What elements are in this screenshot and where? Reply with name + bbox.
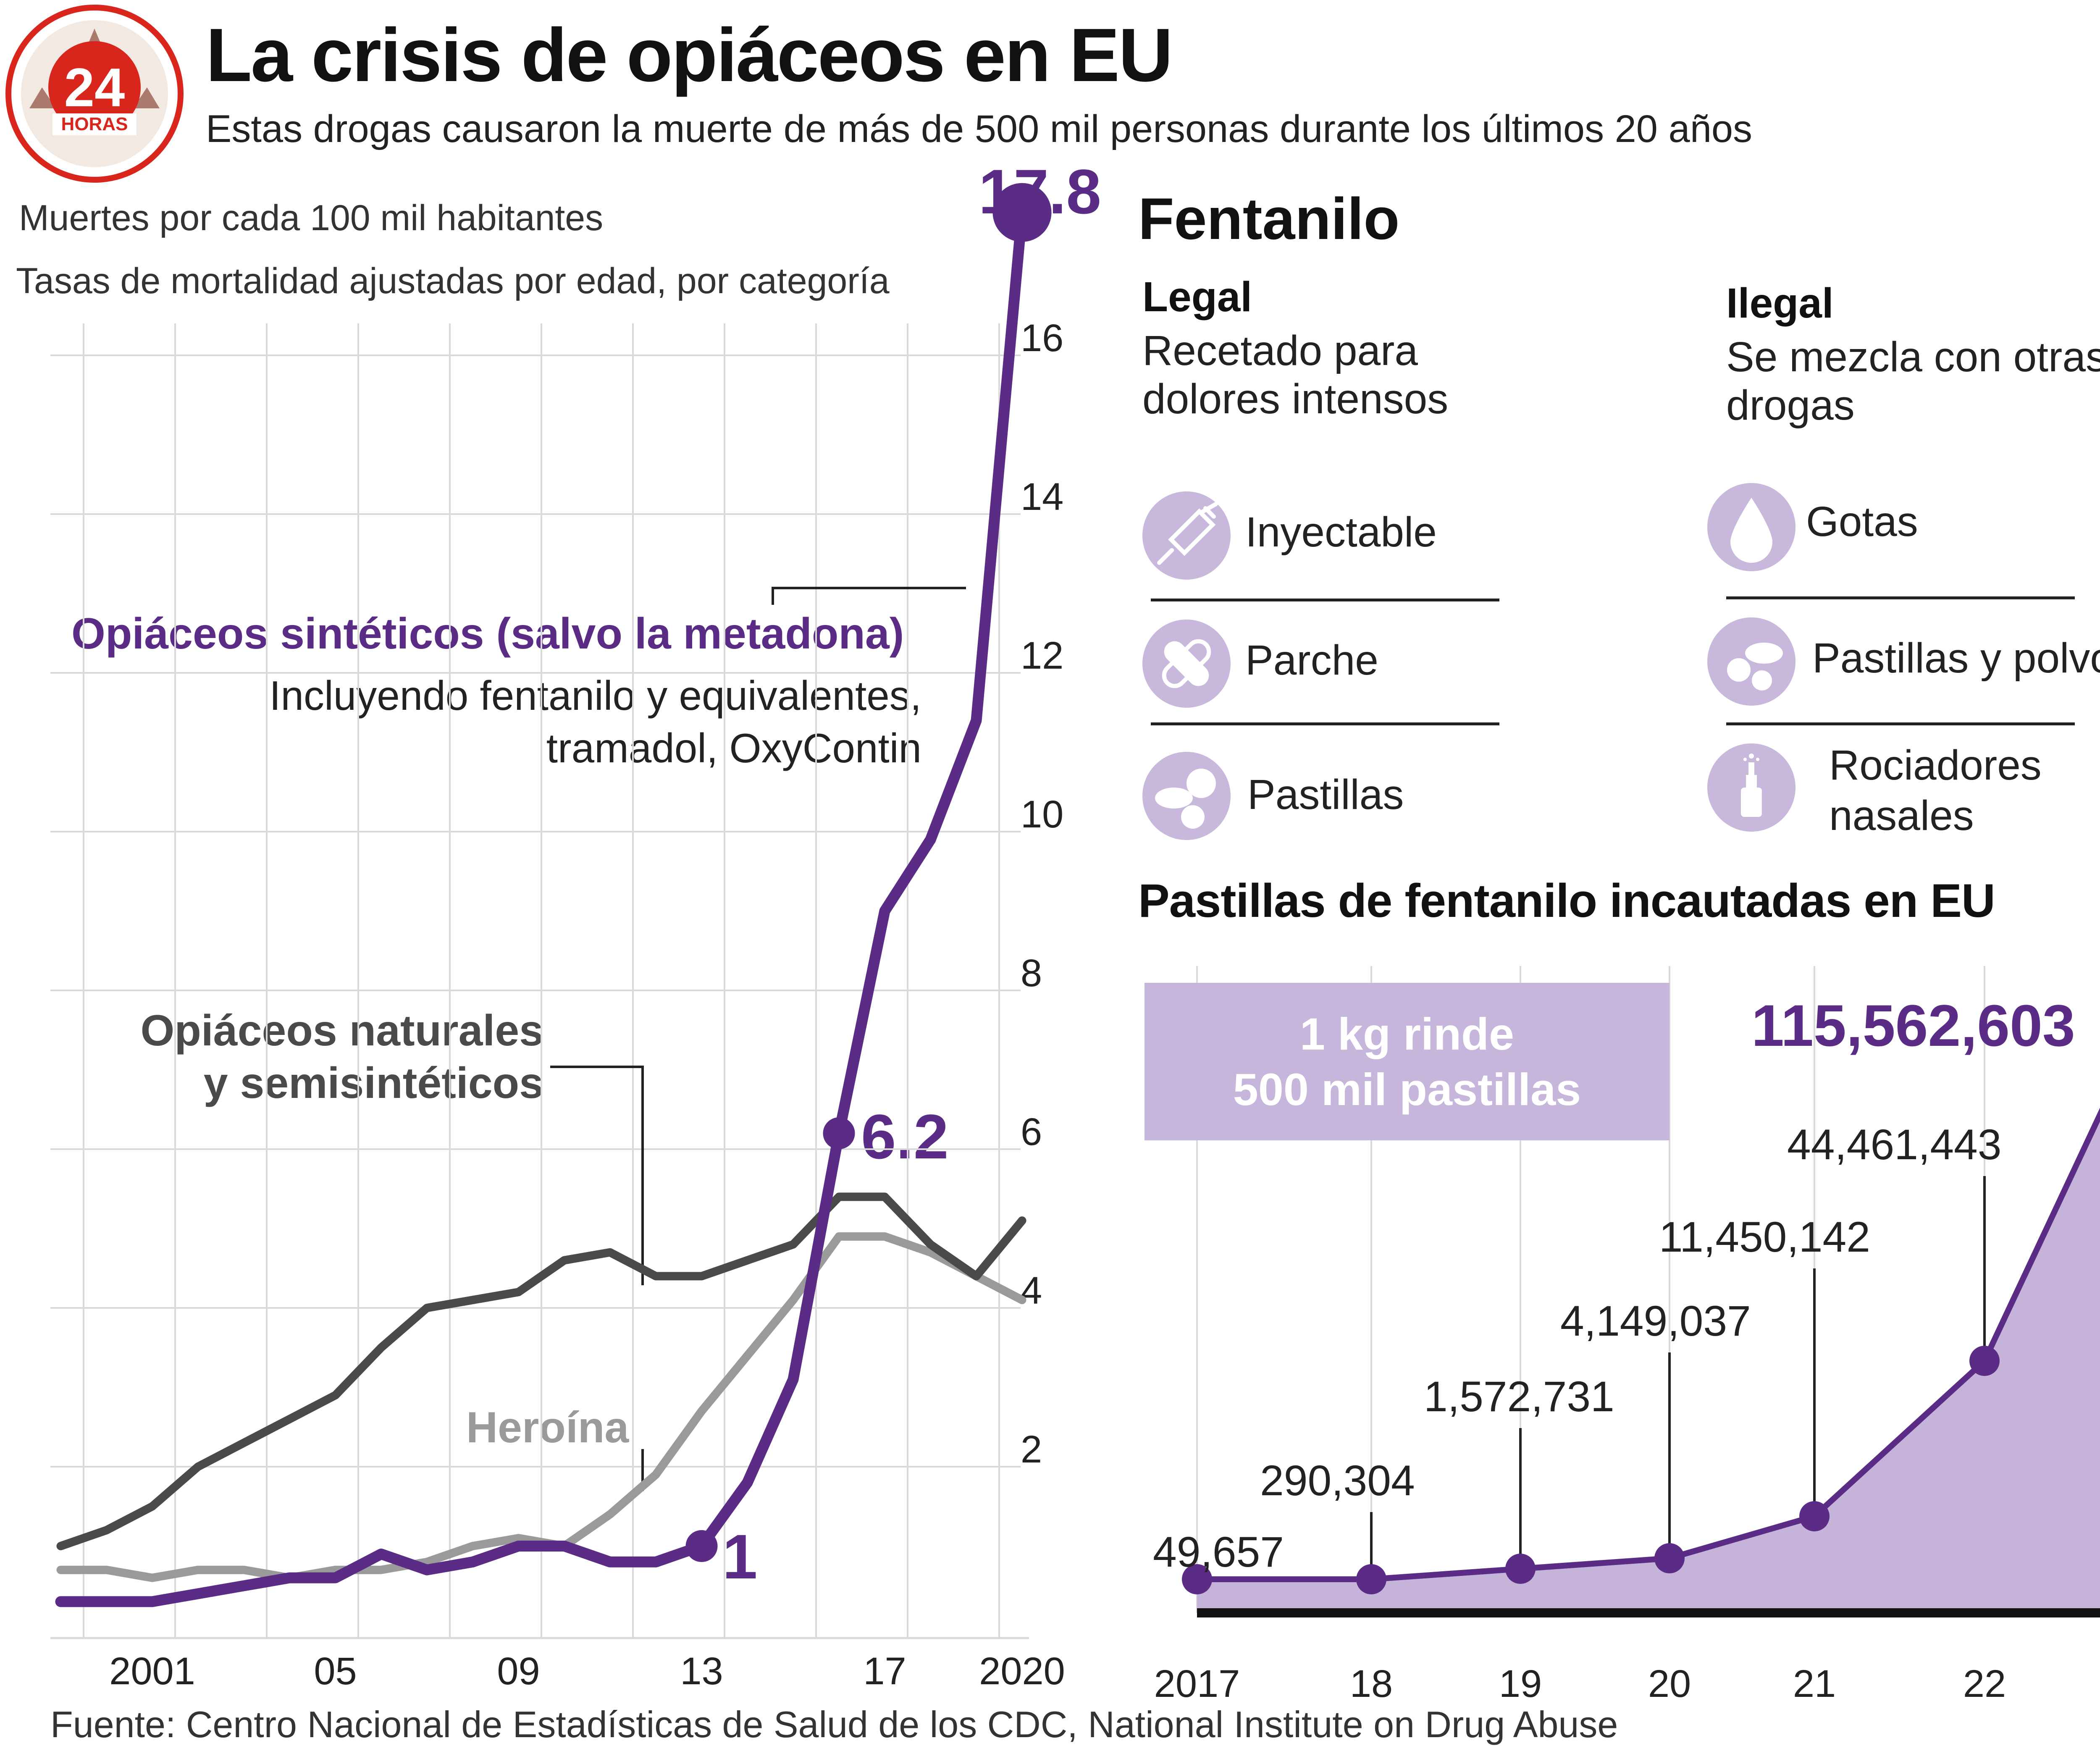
x-tick-label: 2017 [1154,1662,1240,1705]
heroin-series-label: Heroína [466,1403,629,1452]
conversion-note-line2: 500 mil pastillas [1233,1063,1581,1115]
synthetic-series-sub1: Incluyendo fentanilo y equivalentes, [269,672,921,719]
nasal-spray-icon [1707,743,1796,832]
data-points [1182,1346,2000,1594]
divider [1726,722,2075,725]
source-note: Fuente: Centro Nacional de Estadísticas … [50,1704,1618,1745]
highlight-point [685,1530,718,1562]
highlight-point [992,183,1052,242]
drop-icon [1707,483,1796,571]
x-tick-label: 19 [1499,1662,1542,1705]
x-tick-labels: 2017181920212223 [1154,1662,2006,1705]
y-tick-label: 8 [1021,952,1042,995]
x-tick-label: 05 [314,1650,357,1693]
opioid-deaths-line-chart: 2 4 6 8 10 12 14 16 2001 05 09 13 17 2020 [50,183,1065,1693]
value-label: 49,657 [1153,1528,1284,1576]
bandage-icon [1142,620,1231,708]
data-point [1356,1564,1386,1594]
divider [1151,722,1499,725]
data-point [1182,1564,1212,1594]
x-tick-label: 2020 [979,1650,1065,1693]
y-tick-label: 10 [1021,793,1063,836]
natural-series-label-1: Opiáceos naturales [140,1006,543,1055]
illegal-item-label: nasales [1829,792,1974,839]
x-tick-label: 17 [863,1650,906,1693]
synthetic-series-label: Opiáceos sintéticos (salvo la metadona) [71,609,904,658]
x-tick-label: 13 [680,1650,723,1693]
value-label: 115,562,603 [1751,992,2075,1058]
legal-desc-1: Recetado para [1142,327,1418,374]
legal-item-label: Parche [1245,637,1378,684]
value-label: 4,149,037 [1560,1297,1751,1345]
y-axis-label: Muertes por cada 100 mil habitantes [19,198,604,238]
logo-emblem: 24 HORAS [5,5,184,183]
callout-1: 1 [722,1521,758,1592]
page-subtitle: Estas drogas causaron la muerte de más d… [206,108,1753,150]
y-tick-label: 4 [1021,1269,1042,1312]
gridlines [50,323,1029,1639]
value-label: 11,450,142 [1659,1213,1870,1261]
x-tick-labels: 2001 05 09 13 17 2020 [109,1650,1065,1693]
pills-powder-icon [1707,617,1796,706]
logo-word: HORAS [61,114,128,134]
data-point [1969,1346,2000,1376]
highlight-points [685,183,1052,1562]
callout-leaders [550,587,966,1491]
syringe-icon [1142,491,1231,580]
fentanilo-title: Fentanilo [1138,186,1400,252]
x-tick-label: 22 [1963,1662,2006,1705]
y-tick-label: 16 [1021,317,1063,360]
y-tick-label: 2 [1021,1428,1042,1471]
natural-semisynthetic-line [56,1192,1026,1550]
data-point [1799,1501,1830,1531]
value-label: 290,304 [1260,1457,1415,1504]
y-tick-label: 14 [1021,475,1063,518]
label-leaders [1370,1176,1986,1579]
y-tick-labels: 2 4 6 8 10 12 14 16 [1021,317,1063,1471]
area-fill-shape [1197,1114,2100,1613]
x-tick-label: 20 [1648,1662,1691,1705]
page-title: La crisis de opiáceos en EU [206,13,1173,97]
data-point [1654,1543,1685,1573]
natural-leader [550,1066,644,1285]
series-lines [55,207,1028,1607]
conversion-note-line1: 1 kg rinde [1299,1008,1515,1059]
value-label: 44,461,443 [1787,1121,2002,1168]
legal-item-label: Pastillas [1247,771,1404,818]
natural-series-label-2: y semisintéticos [203,1059,543,1108]
legal-desc-2: dolores intensos [1142,375,1449,423]
pills-icon [1142,752,1231,840]
data-point [1505,1554,1536,1584]
illegal-desc-2: drogas [1726,382,1855,429]
y-tick-label: 12 [1021,634,1063,677]
synthetic-series-sub2: tramadol, OxyContin [546,725,921,771]
x-tick-label: 21 [1793,1662,1836,1705]
callout-6-2: 6.2 [861,1101,949,1172]
divider [1726,596,2075,599]
x-tick-label: 2001 [109,1650,195,1693]
y-axis-sublabel: Tasas de mortalidad ajustadas por edad, … [16,261,890,301]
legal-heading: Legal [1142,273,1252,320]
illegal-heading: Ilegal [1726,280,1834,327]
illegal-item-label: Gotas [1806,498,1918,545]
value-label: 1,572,731 [1424,1373,1614,1420]
conversion-note-box: 1 kg rinde 500 mil pastillas [1144,983,1670,1140]
x-tick-label: 18 [1350,1662,1393,1705]
logo: 24 HORAS [4,3,185,184]
illegal-item-label: Rociadores [1829,742,2042,789]
illegal-desc-1: Se mezcla con otras [1726,333,2100,381]
pills-chart-title: Pastillas de fentanilo incautadas en EU [1138,874,1995,927]
illegal-item-label: Pastillas y polvo [1812,635,2100,682]
synthetic-leader [772,587,966,605]
divider [1151,599,1499,601]
logo-number: 24 [64,57,125,118]
legal-item-label: Inyectable [1245,509,1437,556]
y-tick-label: 6 [1021,1111,1042,1153]
highlight-point [823,1117,855,1150]
x-tick-label: 09 [497,1650,540,1693]
synthetic-opioids-line [55,207,1028,1607]
